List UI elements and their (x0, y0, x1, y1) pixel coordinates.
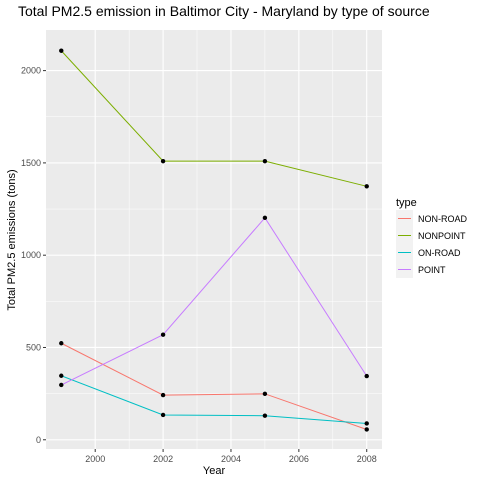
data-point-on-road (262, 413, 268, 418)
series-lines (60, 50, 368, 430)
series-points (59, 48, 369, 432)
legend-label-on-road: ON-ROAD (418, 248, 461, 258)
y-axis: 0 500 1000 1500 2000 (21, 66, 46, 445)
x-tick-label: 2004 (221, 454, 241, 464)
data-point-nonpoint (364, 184, 369, 189)
x-tick-label: 2002 (153, 454, 173, 464)
y-tick-label: 1000 (21, 250, 41, 260)
data-point-non-road (59, 341, 64, 346)
data-point-point (160, 332, 166, 337)
data-point-on-road (160, 412, 166, 418)
chart-title: Total PM2.5 emission in Baltimor City - … (18, 3, 430, 19)
series-line-nonpoint (60, 50, 367, 187)
legend-label-nonpoint: NONPOINT (418, 231, 466, 241)
series-line-non-road (61, 342, 367, 430)
data-point-on-road (59, 373, 64, 378)
data-point-nonpoint (59, 48, 64, 53)
data-point-point (59, 382, 64, 388)
series-line-point (61, 216, 368, 386)
plot-background (46, 30, 382, 449)
y-axis-title: Total PM2.5 emissions (tons) (6, 169, 18, 310)
data-point-point (364, 373, 369, 379)
y-tick-label: 1500 (21, 158, 41, 168)
data-point-point (262, 215, 268, 221)
x-axis: 2000 2002 2004 2006 2008 (85, 449, 377, 464)
legend-label-non-road: NON-ROAD (418, 214, 467, 224)
data-point-nonpoint (262, 158, 268, 164)
data-point-non-road (262, 391, 268, 397)
y-tick-label: 0 (36, 435, 41, 445)
x-tick-label: 2006 (289, 454, 309, 464)
y-tick-label: 500 (26, 342, 41, 352)
x-tick-label: 2000 (85, 454, 105, 464)
data-point-non-road (160, 392, 166, 398)
data-point-on-road (364, 421, 369, 426)
x-tick-label: 2008 (357, 454, 377, 464)
grid-major (46, 30, 382, 449)
data-point-non-road (364, 427, 369, 432)
data-point-nonpoint (160, 158, 166, 164)
legend: type NON-ROAD NONPOINT ON-ROAD POINT (396, 197, 467, 278)
grid-minor (46, 30, 382, 449)
legend-title: type (396, 197, 417, 209)
x-axis-title: Year (203, 465, 226, 477)
legend-label-point: POINT (418, 265, 446, 275)
series-line-on-road (61, 375, 367, 424)
y-tick-label: 2000 (21, 66, 41, 76)
